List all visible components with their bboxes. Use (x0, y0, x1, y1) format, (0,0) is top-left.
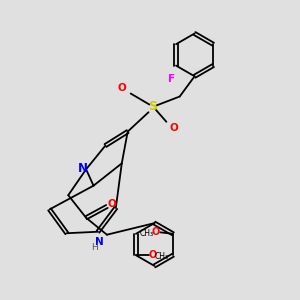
Text: N: N (77, 162, 88, 175)
Text: CH₃: CH₃ (140, 229, 154, 238)
Text: O: O (108, 199, 116, 209)
Text: F: F (168, 74, 175, 84)
Text: S: S (148, 100, 158, 113)
Text: N: N (95, 236, 104, 247)
Text: H: H (91, 243, 98, 252)
Text: O: O (152, 227, 160, 237)
Text: CH₃: CH₃ (155, 252, 169, 261)
Text: O: O (149, 250, 157, 260)
Text: O: O (170, 123, 179, 133)
Text: O: O (117, 82, 126, 93)
